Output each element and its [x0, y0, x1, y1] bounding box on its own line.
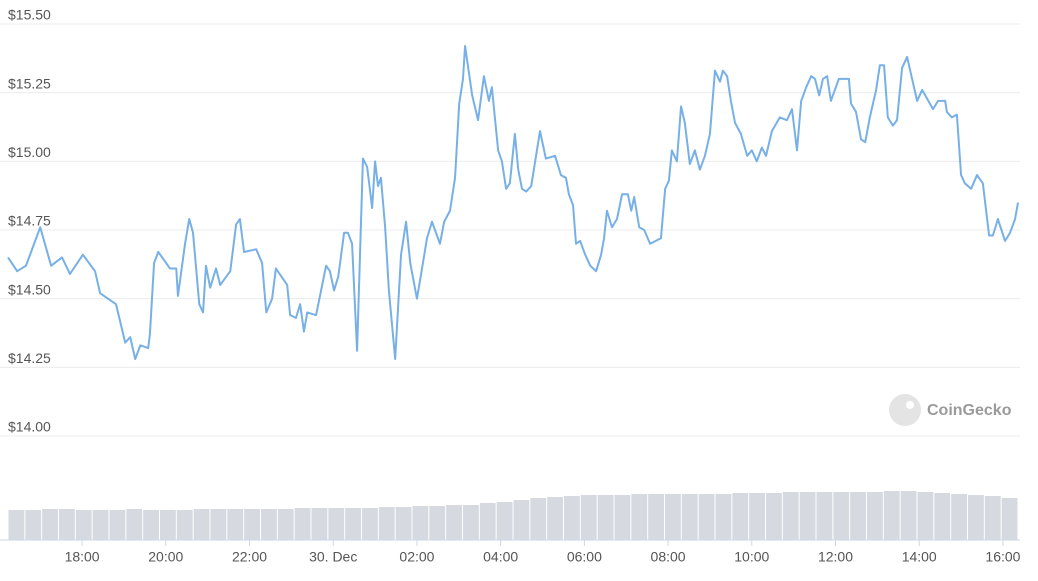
- volume-bar: [328, 508, 345, 540]
- x-tick-label: 16:00: [985, 549, 1020, 565]
- volume-bar: [244, 509, 260, 540]
- volume-bar: [446, 505, 462, 540]
- volume-bar: [261, 509, 277, 540]
- volume-bar: [160, 510, 176, 540]
- watermark-logo-eye: [906, 401, 914, 409]
- volume-bar: [395, 507, 412, 540]
- volume-bar: [42, 509, 58, 540]
- volume-bar: [8, 510, 25, 540]
- y-tick-label: $14.75: [8, 213, 51, 229]
- volume-bar: [227, 509, 244, 540]
- volume-bar: [59, 509, 75, 540]
- x-tick-label: 04:00: [483, 549, 518, 565]
- plot: $14.00 $14.25 $14.50 $14.75 $15.00 $15.25 $15.…: [0, 7, 1021, 565]
- volume-bar: [1001, 498, 1018, 540]
- volume-bar: [816, 492, 833, 540]
- volume-bar: [984, 496, 1001, 540]
- x-tick-label: 30. Dec: [309, 549, 357, 565]
- volume-bar: [631, 494, 648, 540]
- y-tick-label: $15.25: [8, 75, 51, 91]
- x-tick-label: 02:00: [399, 549, 434, 565]
- watermark-logo: [889, 394, 921, 426]
- volume-bar: [378, 507, 395, 540]
- volume-bar: [850, 492, 866, 540]
- volume-bar: [766, 493, 782, 540]
- x-tick-label: 10:00: [734, 549, 769, 565]
- volume-bar: [176, 510, 193, 540]
- x-tick-label: 18:00: [65, 549, 100, 565]
- volume-bar: [92, 510, 109, 540]
- y-tick-label: $14.25: [8, 350, 51, 366]
- volume-bar: [75, 510, 92, 540]
- x-tick-label: 22:00: [232, 549, 267, 565]
- volume-bar: [109, 510, 126, 540]
- volume-bar: [597, 495, 614, 540]
- volume-bar: [900, 491, 917, 540]
- volume-bar: [782, 492, 799, 540]
- watermark: CoinGecko: [889, 394, 1012, 426]
- y-tick-label: $15.50: [8, 7, 51, 23]
- volume-bar: [311, 508, 328, 540]
- volume-bar: [412, 506, 429, 540]
- volume-bar: [614, 495, 631, 540]
- volume-bar: [277, 509, 294, 540]
- volume-bar: [732, 493, 749, 540]
- price-line: [7, 44, 1019, 361]
- volume-bar: [547, 497, 563, 540]
- volume-bar: [564, 496, 580, 540]
- volume-bar: [496, 502, 513, 540]
- volume-bar: [479, 503, 496, 540]
- volume-bar: [513, 500, 530, 540]
- volume-bar: [917, 492, 934, 540]
- volume-bar: [681, 494, 698, 540]
- volume-bar: [294, 508, 311, 540]
- x-tick-label: 20:00: [148, 549, 183, 565]
- volume-bar: [429, 506, 446, 540]
- volume-bar: [968, 495, 984, 540]
- volume-bar: [867, 492, 883, 540]
- volume-bar: [698, 494, 715, 540]
- volume-bar: [345, 508, 361, 540]
- volume-bar: [883, 491, 900, 540]
- volume-bar: [25, 510, 42, 540]
- volume-bar: [715, 494, 732, 540]
- x-tick-label: 06:00: [567, 549, 602, 565]
- y-tick-label: $14.00: [8, 419, 51, 435]
- volume-bar: [749, 493, 765, 540]
- volume-bar: [143, 510, 159, 540]
- volume-bar: [934, 493, 951, 540]
- x-tick-label: 12:00: [818, 549, 853, 565]
- volume-bar: [210, 509, 227, 540]
- volume-bar: [193, 509, 210, 540]
- volume-bar: [833, 492, 850, 540]
- x-tick-label: 08:00: [651, 549, 686, 565]
- volume-bar: [530, 498, 547, 540]
- volume-bar: [951, 494, 967, 540]
- y-tick-label: $15.00: [8, 144, 51, 160]
- volume-bar: [665, 494, 681, 540]
- volume-bar: [126, 509, 143, 540]
- volume-bar: [362, 508, 378, 540]
- volume-bar: [580, 495, 597, 540]
- watermark-text: CoinGecko: [927, 402, 1012, 419]
- volume-bar: [799, 492, 816, 540]
- volume-bar: [648, 494, 664, 540]
- x-tick-label: 14:00: [902, 549, 937, 565]
- y-tick-label: $14.50: [8, 281, 51, 297]
- volume-bar: [463, 505, 479, 540]
